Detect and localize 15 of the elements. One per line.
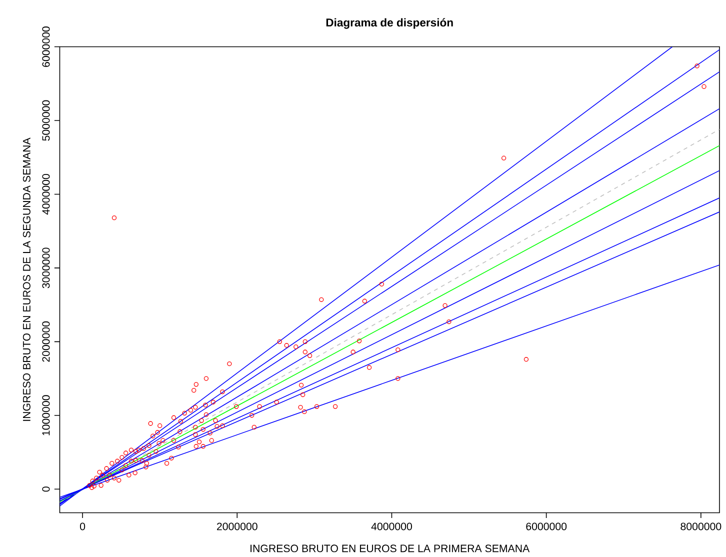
y-tick-label: 6000000 [42,26,50,68]
y-tick-label: 4000000 [42,174,50,215]
x-tick-label: 4000000 [371,522,412,530]
x-tick-label: 8000000 [680,522,722,530]
y-tick-label: 1000000 [42,395,50,436]
x-axis-title: INGRESO BRUTO EN EUROS DE LA PRIMERA SEMANA [250,544,530,552]
y-tick-label: 5000000 [42,100,50,141]
y-axis-title: INGRESO BRUTO EN EUROS DE LA SEGUNDA SEMANA [22,138,30,422]
chart-title: Diagrama de dispersión [326,18,453,30]
x-tick-label: 2000000 [217,522,258,530]
y-tick-label: 0 [42,486,50,492]
x-tick-label: 6000000 [526,522,567,530]
x-tick-label: 0 [80,522,86,530]
y-tick-label: 2000000 [42,322,50,362]
y-tick-label: 3000000 [42,248,50,288]
